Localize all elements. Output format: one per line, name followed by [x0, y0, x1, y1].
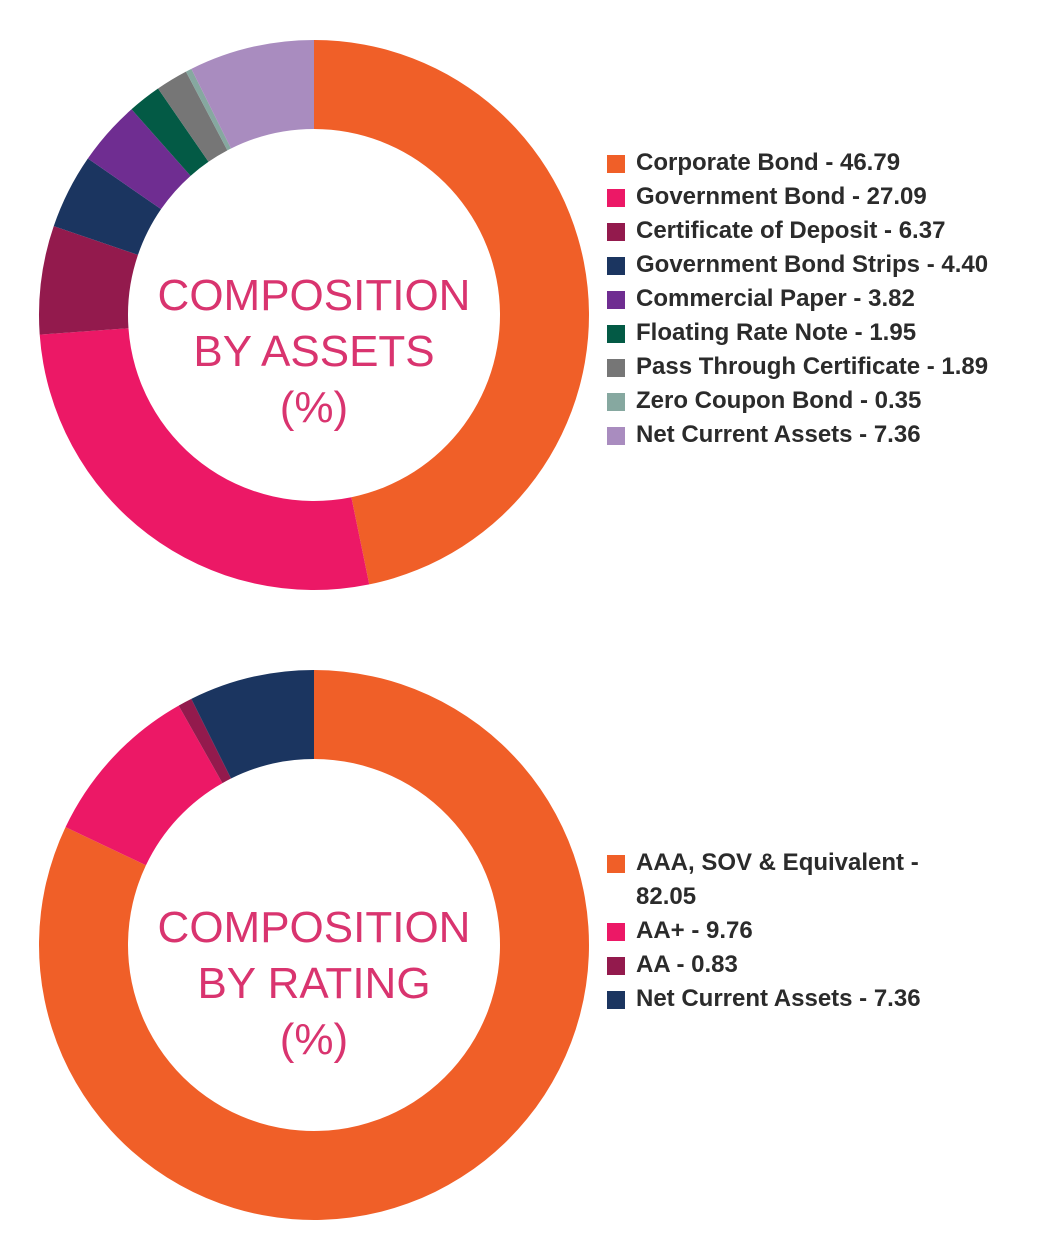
legend-label: Floating Rate Note - 1.95 — [636, 319, 917, 346]
donut-slice-net-current-assets — [191, 40, 314, 149]
legend-item-net-current-assets: Net Current Assets - 7.36 — [607, 418, 1047, 452]
assets-title-line-1: COMPOSITION — [157, 271, 471, 320]
legend-swatch — [607, 325, 625, 343]
legend-label: AA+ - 9.76 — [636, 917, 753, 944]
legend-swatch — [607, 855, 625, 873]
legend-item-commercial-paper: Commercial Paper - 3.82 — [607, 282, 1047, 316]
legend-label: Net Current Assets - 7.36 — [636, 421, 921, 448]
legend-item-aaa-sov-equivalent: AAA, SOV & Equivalent - 82.05 — [607, 846, 1047, 914]
assets-legend: Corporate Bond - 46.79 Government Bond -… — [607, 146, 1047, 452]
legend-item-pass-through-certificate: Pass Through Certificate - 1.89 — [607, 350, 1047, 384]
donut-slice-net-current-assets — [191, 670, 314, 779]
legend-label-continued: 82.05 — [636, 883, 697, 910]
legend-swatch — [607, 223, 625, 241]
assets-title-line-2: BY ASSETS — [193, 327, 435, 376]
legend-swatch — [607, 923, 625, 941]
legend-label: Government Bond - 27.09 — [636, 183, 927, 210]
composition-by-assets-chart: COMPOSITION BY ASSETS (%) Corporate Bond… — [0, 0, 1063, 620]
donut-slice-aa — [178, 698, 232, 784]
donut-slice-government-bond — [39, 328, 370, 590]
legend-label: AAA, SOV & Equivalent - — [636, 849, 919, 876]
donut-slice-commercial-paper — [87, 109, 191, 210]
legend-swatch — [607, 991, 625, 1009]
donut-slice-certificate-of-deposit — [39, 226, 138, 335]
donut-slice-pass-through-certificate — [158, 71, 228, 162]
rating-title-line-1: COMPOSITION — [157, 903, 471, 952]
legend-swatch — [607, 393, 625, 411]
assets-donut-title: COMPOSITION BY ASSETS (%) — [36, 268, 592, 436]
legend-item-aa-plus: AA+ - 9.76 — [607, 914, 1047, 948]
donut-slice-corporate-bond — [314, 40, 589, 585]
composition-by-rating-chart: COMPOSITION BY RATING (%) AAA, SOV & Equ… — [0, 630, 1063, 1260]
donut-slice-floating-rate-note — [131, 88, 209, 176]
donut-slice-zero-coupon-bond — [185, 68, 232, 151]
legend-swatch — [607, 359, 625, 377]
legend-label: Net Current Assets - 7.36 — [636, 985, 921, 1012]
legend-item-corporate-bond: Corporate Bond - 46.79 — [607, 146, 1047, 180]
legend-swatch — [607, 257, 625, 275]
legend-label: Zero Coupon Bond - 0.35 — [636, 387, 922, 414]
legend-label: Commercial Paper - 3.82 — [636, 285, 915, 312]
legend-swatch — [607, 189, 625, 207]
donut-slice-aa — [65, 705, 223, 866]
donut-slice-aaa-sov-equivalent — [38, 670, 590, 1220]
donut-slice-government-bond-strips — [53, 158, 162, 255]
legend-item-government-bond: Government Bond - 27.09 — [607, 180, 1047, 214]
legend-label: Pass Through Certificate - 1.89 — [636, 353, 989, 380]
legend-swatch — [607, 427, 625, 445]
legend-swatch — [607, 155, 625, 173]
legend-label: Government Bond Strips - 4.40 — [636, 251, 989, 278]
rating-title-line-2: BY RATING — [197, 959, 431, 1008]
rating-donut-title: COMPOSITION BY RATING (%) — [36, 900, 592, 1068]
rating-title-line-3: (%) — [279, 1015, 349, 1064]
rating-legend: AAA, SOV & Equivalent -82.05 AA+ - 9.76 … — [607, 846, 1047, 1016]
legend-item-government-bond-strips: Government Bond Strips - 4.40 — [607, 248, 1047, 282]
legend-item-certificate-of-deposit: Certificate of Deposit - 6.37 — [607, 214, 1047, 248]
legend-label: Corporate Bond - 46.79 — [636, 149, 901, 176]
legend-item-net-current-assets: Net Current Assets - 7.36 — [607, 982, 1047, 1016]
legend-item-aa: AA - 0.83 — [607, 948, 1047, 982]
legend-item-zero-coupon-bond: Zero Coupon Bond - 0.35 — [607, 384, 1047, 418]
legend-item-floating-rate-note: Floating Rate Note - 1.95 — [607, 316, 1047, 350]
rating-donut — [38, 670, 590, 1220]
legend-swatch — [607, 957, 625, 975]
legend-swatch — [607, 291, 625, 309]
legend-label: Certificate of Deposit - 6.37 — [636, 217, 946, 244]
assets-title-line-3: (%) — [279, 383, 349, 432]
assets-donut — [39, 40, 589, 590]
legend-label: AA - 0.83 — [636, 951, 738, 978]
